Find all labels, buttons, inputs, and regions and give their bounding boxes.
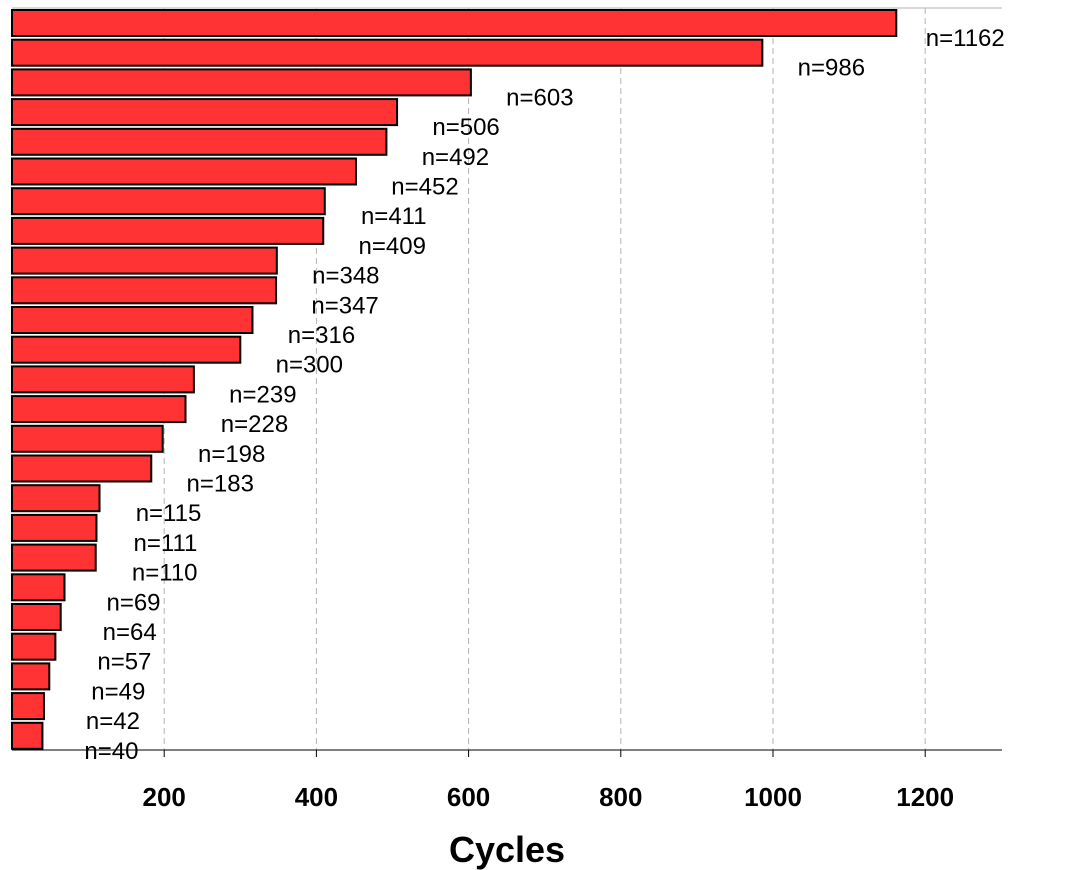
bar-data-label: n=69 [106, 589, 160, 616]
bar [11, 38, 764, 67]
bar-data-label: n=42 [86, 708, 140, 735]
bar-data-label: n=1162 [926, 25, 1005, 52]
bar-data-label: n=300 [276, 352, 343, 379]
bar [11, 365, 195, 394]
bar [11, 98, 399, 127]
bar-data-label: n=409 [359, 233, 426, 260]
bar-data-label: n=348 [312, 263, 379, 290]
bar [11, 721, 44, 750]
x-tick-label: 1200 [896, 782, 954, 812]
bar-data-label: n=228 [221, 411, 288, 438]
bar [11, 157, 357, 186]
bar-data-label: n=452 [391, 174, 458, 201]
x-axis-ticks: 200 400 600 800 1000 1200 [143, 750, 954, 812]
bar [11, 395, 187, 424]
bar-data-label: n=316 [288, 322, 355, 349]
x-tick-label: 400 [295, 782, 338, 812]
bar-data-label: n=57 [97, 649, 151, 676]
bar-data-label: n=492 [422, 144, 489, 171]
bar-data-label: n=49 [91, 678, 145, 705]
bar [11, 573, 66, 602]
bar-data-label: n=183 [187, 471, 254, 498]
bar-data-label: n=239 [229, 381, 296, 408]
x-tick-label: 800 [599, 782, 642, 812]
bar [11, 9, 898, 37]
x-tick-label: 1000 [744, 782, 802, 812]
x-tick-label: 600 [447, 782, 490, 812]
bar [11, 127, 388, 156]
bar [11, 68, 472, 97]
bar-data-label: n=986 [798, 55, 865, 82]
bar-data-label: n=347 [311, 292, 378, 319]
bar-data-label: n=111 [134, 530, 198, 557]
bar [11, 632, 57, 661]
bar [11, 276, 278, 305]
bar-data-label: n=198 [198, 441, 265, 468]
bar-data-label: n=603 [506, 84, 573, 111]
bar [11, 513, 98, 542]
bar-data-label: n=40 [84, 738, 138, 765]
bar-data-label: n=115 [136, 500, 202, 527]
bar-data-label: n=64 [103, 619, 157, 646]
bar [11, 603, 62, 631]
bar [11, 216, 325, 245]
bar [11, 692, 45, 721]
bar-data-label: n=411 [361, 203, 427, 230]
bars-group [11, 9, 898, 750]
bar [11, 543, 97, 572]
bar [11, 187, 326, 216]
bar [11, 484, 101, 513]
bar [11, 454, 153, 483]
x-axis-title: Cycles [449, 829, 565, 870]
bar [11, 246, 278, 275]
bar [11, 306, 254, 334]
bar-data-label: n=110 [132, 560, 198, 587]
x-tick-label: 200 [143, 782, 186, 812]
bar [11, 335, 242, 364]
bar [11, 424, 164, 453]
bar [11, 662, 51, 691]
bar-data-label: n=506 [432, 114, 499, 141]
